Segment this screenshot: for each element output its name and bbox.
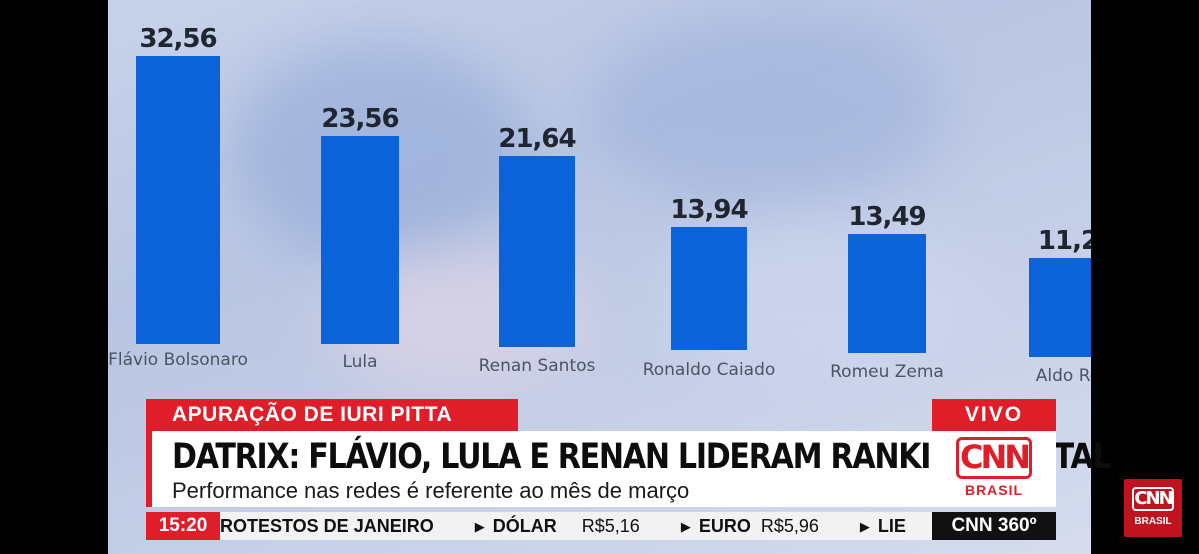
ticker-label: ROTESTOS DE JANEIRO [220, 516, 434, 536]
ticker-value: R$5,16 [581, 516, 640, 536]
bar-value-label: 23,56 [321, 103, 399, 134]
headline-box: DATRIX: FLÁVIO, LULA E RENAN LIDERAM RAN… [146, 431, 1112, 507]
ticker-item: ▶ LIE [846, 516, 906, 537]
category-label: Renan Santos [478, 356, 596, 376]
chart-bar [136, 56, 220, 344]
chart-bar [499, 155, 575, 347]
play-arrow-icon: ▶ [680, 519, 691, 534]
bar-value-label: 32,56 [139, 24, 217, 54]
category-label: Lula [342, 352, 378, 372]
ticker-item: ▶ EURO R$5,96 [667, 516, 819, 537]
ticker-label: LIE [877, 516, 906, 536]
play-arrow-icon: ▶ [859, 519, 870, 534]
clock: 15:20 [146, 512, 220, 540]
ticker-item: ▶ DÓLAR R$5,16 [461, 516, 640, 537]
ticker-crawl: ROTESTOS DE JANEIRO ▶ DÓLAR R$5,16 ▶ EURO … [220, 512, 932, 540]
bar-value-label: 11,2 [1037, 225, 1091, 256]
ticker-label: DÓLAR [492, 516, 557, 536]
category-label: Romeu Zema [830, 362, 944, 382]
channel-watermark: CNN BRASIL [1124, 479, 1182, 537]
bar-value-label: 13,94 [670, 194, 748, 225]
bar-value-label: 21,64 [498, 123, 576, 154]
cnn-logo-text: CNN [956, 437, 1032, 479]
subheadline: Performance nas redes é referente ao mês… [172, 478, 690, 503]
bar-chart: 32,56 Flávio Bolsonaro 23,56 Lula 21,64 Renan… [108, 0, 1091, 420]
reporter-tag: APURAÇÃO DE IURI PITTA [146, 399, 518, 431]
ticker-label: EURO [698, 516, 751, 536]
chart-bar [321, 135, 399, 344]
ticker-bar [146, 512, 1056, 540]
background-blur [588, 10, 948, 210]
live-badge: VIVO [932, 399, 1056, 431]
ticker-value: R$5,96 [760, 516, 819, 536]
category-label: Aldo Re [1035, 366, 1091, 386]
watermark-brasil-text: BRASIL [1134, 516, 1172, 527]
bar-value-label: 13,49 [848, 201, 926, 232]
play-arrow-icon: ▶ [474, 519, 485, 534]
chart-bar [671, 226, 747, 350]
program-name: CNN 360º [932, 512, 1056, 540]
category-label: Ronaldo Caiado [642, 360, 776, 380]
ticker-item: ROTESTOS DE JANEIRO [220, 516, 434, 537]
cnn-logo-sub: BRASIL [964, 482, 1024, 498]
watermark-cnn-text: CNN [1132, 487, 1174, 511]
chart-bar [1029, 257, 1091, 357]
video-frame: 32,56 Flávio Bolsonaro 23,56 Lula 21,64 Renan… [108, 0, 1091, 554]
category-label: Flávio Bolsonaro [108, 350, 248, 370]
cnn-brasil-logo: CNN BRASIL [932, 431, 1056, 507]
chart-bar [848, 233, 926, 353]
